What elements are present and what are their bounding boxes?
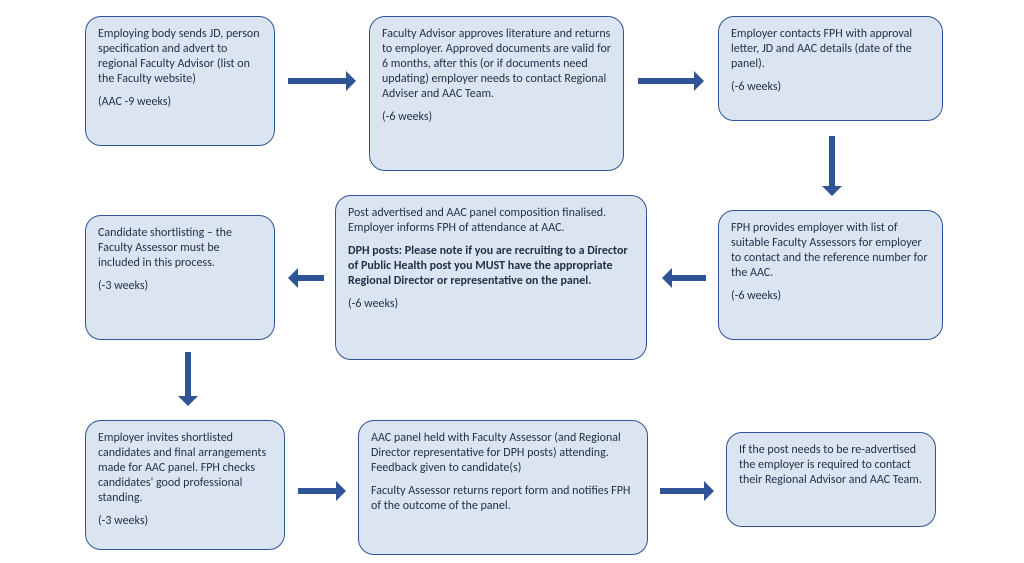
arrow-a8: [660, 481, 714, 501]
flow-node-n9-p0: If the post needs to be re-advertised th…: [739, 443, 923, 488]
flow-node-n3: Employer contacts FPH with approval lett…: [718, 16, 943, 121]
flow-node-n5-p2: (-6 weeks): [348, 297, 634, 312]
arrow-a6: [178, 352, 198, 406]
flow-node-n4-p1: (-6 weeks): [731, 289, 930, 304]
arrow-a2: [638, 71, 704, 91]
flow-node-n6: Candidate shortlisting – the Faculty Ass…: [85, 215, 275, 340]
flow-node-n4-p0: FPH provides employer with list of suita…: [731, 221, 930, 281]
flow-node-n2-p1: (-6 weeks): [382, 110, 611, 125]
flow-node-n2: Faculty Advisor approves literature and …: [369, 16, 624, 171]
flow-node-n8: AAC panel held with Faculty Assessor (an…: [358, 420, 648, 555]
flow-node-n1-p1: (AAC -9 weeks): [98, 95, 262, 110]
flow-node-n4: FPH provides employer with list of suita…: [718, 210, 943, 340]
flow-node-n8-p0: AAC panel held with Faculty Assessor (an…: [371, 431, 635, 476]
flow-node-n7-p0: Employer invites shortlisted candidates …: [98, 431, 272, 506]
flow-node-n7: Employer invites shortlisted candidates …: [85, 420, 285, 550]
flow-node-n8-p1: Faculty Assessor returns report form and…: [371, 484, 635, 514]
arrow-a1: [288, 71, 356, 91]
flow-node-n7-p1: (-3 weeks): [98, 514, 272, 529]
flow-node-n5: Post advertised and AAC panel compositio…: [335, 195, 647, 360]
flow-node-n6-p0: Candidate shortlisting – the Faculty Ass…: [98, 226, 262, 271]
flowchart-canvas: Employing body sends JD, person specific…: [0, 0, 1024, 563]
arrow-a7: [298, 481, 346, 501]
flow-node-n6-p1: (-3 weeks): [98, 279, 262, 294]
flow-node-n1: Employing body sends JD, person specific…: [85, 16, 275, 146]
flow-node-n2-p0: Faculty Advisor approves literature and …: [382, 27, 611, 102]
flow-node-n3-p0: Employer contacts FPH with approval lett…: [731, 27, 930, 72]
flow-node-n5-p1: DPH posts: Please note if you are recrui…: [348, 244, 634, 289]
flow-node-n3-p1: (-6 weeks): [731, 80, 930, 95]
arrow-a3: [822, 136, 842, 196]
flow-node-n1-p0: Employing body sends JD, person specific…: [98, 27, 262, 87]
arrow-a5: [288, 268, 324, 288]
flow-node-n5-p0: Post advertised and AAC panel compositio…: [348, 206, 634, 236]
arrow-a4: [662, 268, 706, 288]
flow-node-n9: If the post needs to be re-advertised th…: [726, 432, 936, 527]
